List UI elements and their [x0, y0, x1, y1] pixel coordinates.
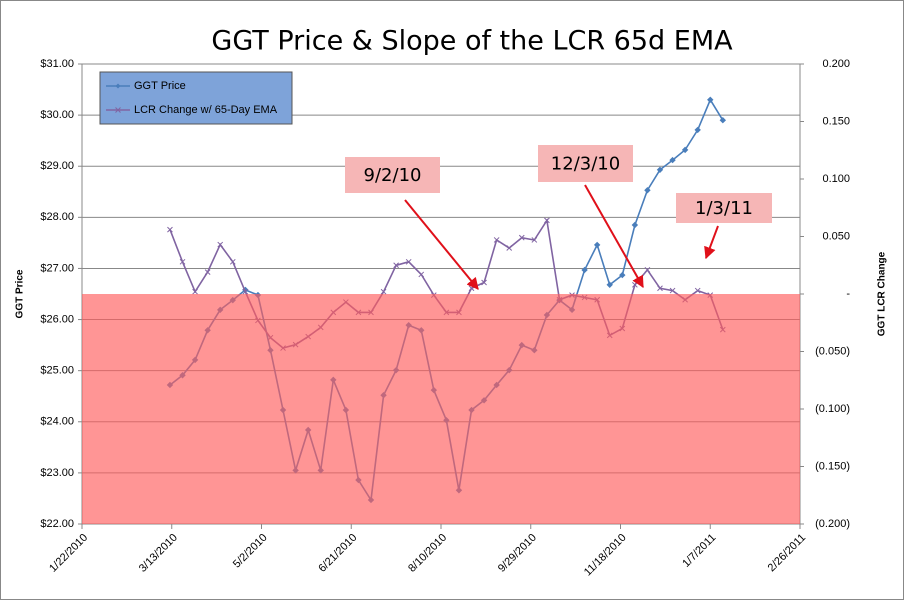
point-marker	[606, 281, 613, 289]
point-marker	[192, 288, 198, 295]
point-marker	[531, 237, 538, 243]
y-tick-label: $30.00	[40, 109, 74, 121]
point-marker	[719, 117, 727, 124]
y-tick-label: $22.00	[40, 518, 74, 530]
legend-marker	[115, 107, 121, 113]
y2-tick-label: (0.050)	[815, 345, 850, 357]
y2-tick-label: -	[846, 288, 850, 300]
annotation-arrow	[584, 184, 644, 289]
y-tick-label: $25.00	[40, 365, 74, 377]
point-marker	[506, 245, 513, 251]
point-marker	[619, 271, 626, 279]
point-marker	[204, 269, 211, 276]
legend-label: LCR Change w/ 65-Day EMA	[134, 104, 278, 116]
annotation-text: 1/3/11	[695, 198, 753, 219]
y-tick-label: $28.00	[40, 211, 74, 223]
annotation-arrow	[404, 199, 479, 290]
y-tick-label: $23.00	[40, 467, 74, 479]
y-axis-title: GGT Price	[15, 269, 26, 318]
point-marker	[694, 287, 701, 294]
point-marker	[179, 258, 186, 265]
annotation-text: 12/3/10	[551, 154, 620, 175]
point-marker	[544, 217, 550, 224]
point-marker	[518, 234, 525, 241]
point-marker	[481, 279, 487, 286]
point-marker	[707, 96, 714, 103]
annotation-box	[538, 145, 633, 182]
y2-tick-label: (0.150)	[815, 460, 850, 472]
y2-tick-label: (0.100)	[815, 403, 850, 415]
point-marker	[644, 266, 651, 273]
point-marker	[493, 237, 500, 243]
annotation-box	[676, 193, 772, 223]
point-marker	[681, 146, 689, 154]
shaded-region	[82, 294, 800, 524]
point-marker	[657, 285, 663, 292]
point-marker	[380, 288, 387, 295]
legend-box	[99, 71, 293, 125]
y2-tick-label: 0.050	[822, 230, 850, 242]
y2-tick-label: 0.200	[822, 58, 850, 70]
legend-label: GGT Price	[134, 80, 186, 92]
point-marker	[405, 258, 412, 265]
point-marker	[217, 241, 224, 248]
point-marker	[694, 126, 701, 134]
point-marker	[229, 258, 236, 265]
y2-axis-title: GGT LCR Change	[877, 251, 888, 336]
annotation-text: 9/2/10	[364, 165, 422, 186]
point-marker	[418, 271, 425, 278]
y-tick-label: $29.00	[40, 160, 74, 172]
point-marker	[669, 287, 676, 294]
y2-tick-label: 0.150	[822, 115, 850, 127]
y2-tick-label: (0.200)	[815, 518, 850, 530]
y2-tick-label: 0.100	[822, 173, 850, 185]
annotation-arrow	[704, 225, 719, 260]
y-tick-label: $31.00	[40, 58, 74, 70]
point-marker	[593, 241, 601, 249]
legend-marker	[115, 83, 121, 89]
y-tick-label: $27.00	[40, 262, 74, 274]
chart-title: GGT Price & Slope of the LCR 65d EMA	[211, 26, 733, 57]
point-marker	[644, 187, 651, 194]
y-tick-label: $24.00	[40, 416, 74, 428]
point-marker	[631, 221, 639, 229]
point-marker	[167, 226, 173, 233]
annotation-box	[345, 157, 440, 193]
point-marker	[656, 166, 664, 174]
point-marker	[581, 266, 588, 274]
point-marker	[669, 156, 676, 164]
point-marker	[242, 288, 249, 295]
point-marker	[393, 262, 399, 269]
y-tick-label: $26.00	[40, 313, 74, 325]
